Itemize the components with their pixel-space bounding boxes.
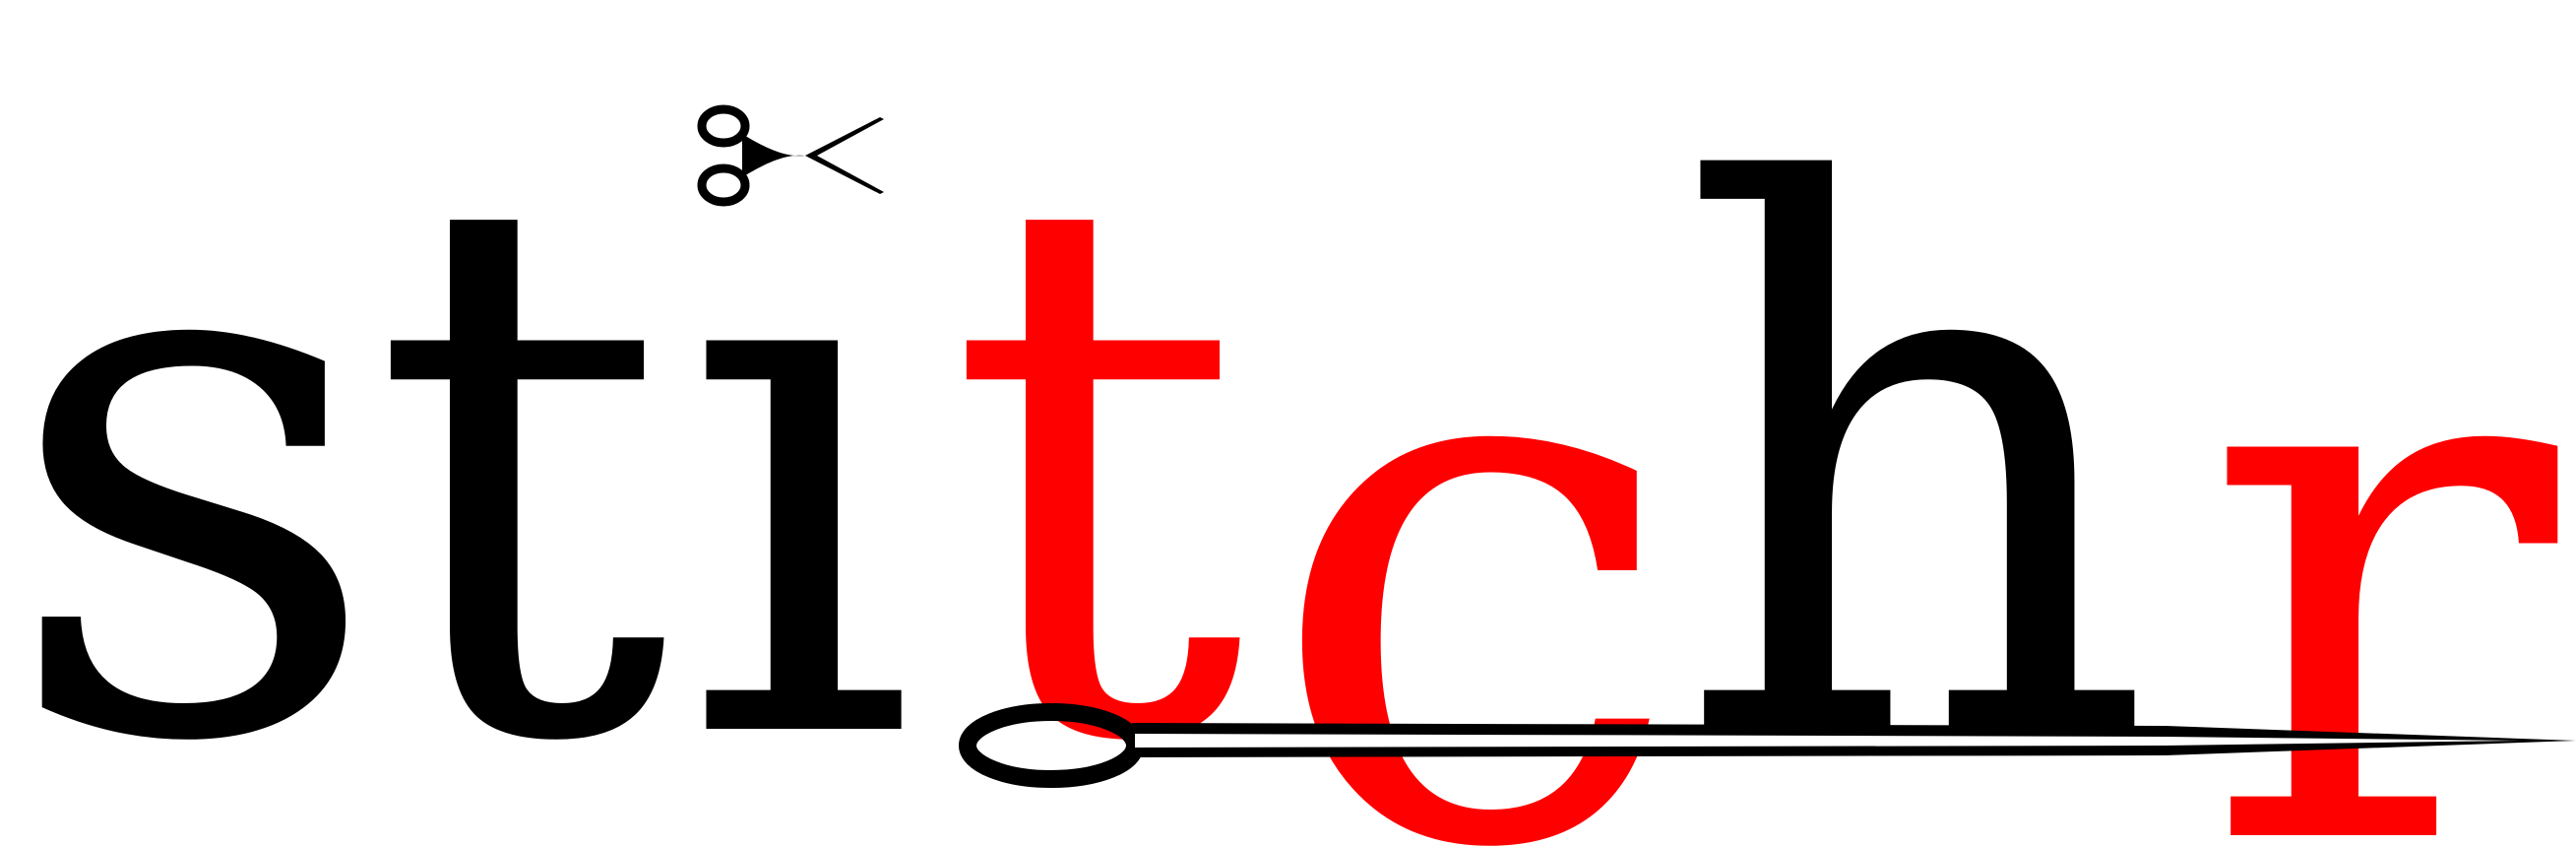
thread-needle-icon bbox=[959, 703, 2576, 788]
scissors-icon bbox=[697, 104, 884, 207]
letter-r: r bbox=[2200, 142, 2562, 846]
letter-t-first: t bbox=[369, 35, 673, 846]
letter-i-dotless: ı bbox=[679, 35, 918, 846]
letter-s: s bbox=[0, 35, 384, 846]
letter-h: h bbox=[1673, 35, 2155, 846]
